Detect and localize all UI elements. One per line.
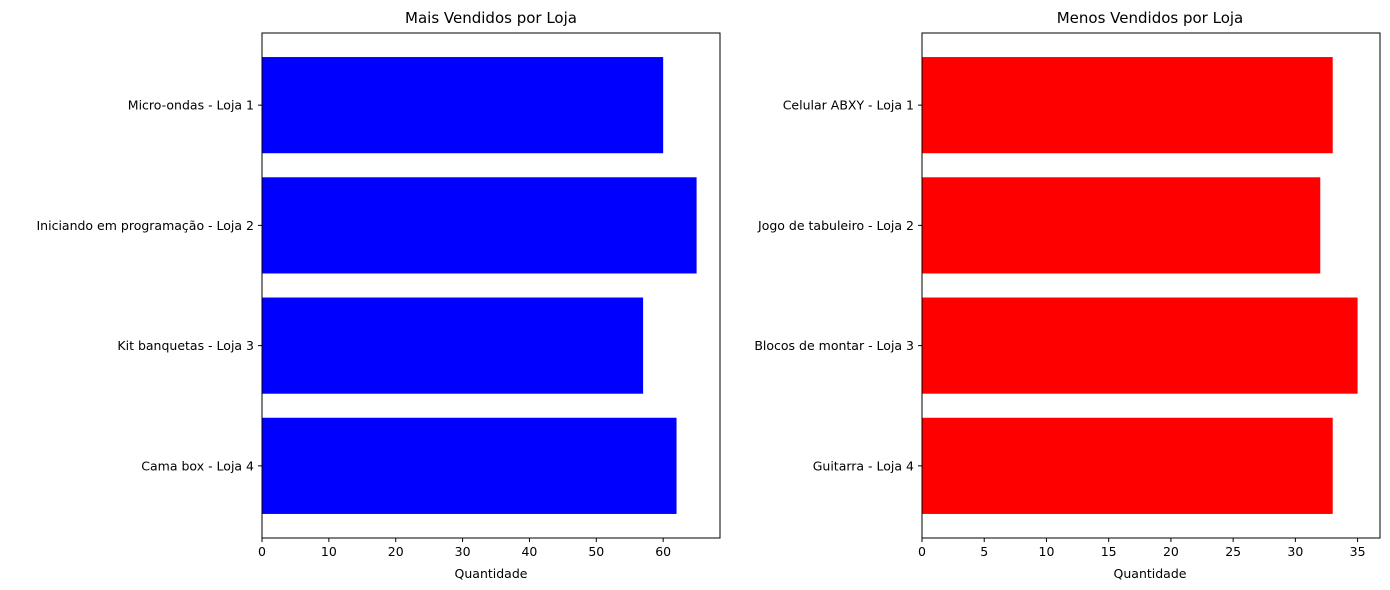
x-tick-label: 40	[521, 544, 537, 559]
x-tick-label: 30	[1287, 544, 1303, 559]
y-tick-label: Jogo de tabuleiro - Loja 2	[757, 218, 914, 233]
chart-top-sellers: Mais Vendidos por Loja Micro-ondas - Loj…	[36, 9, 721, 581]
y-tick-label: Cama box - Loja 4	[141, 458, 254, 473]
y-tick-label: Celular ABXY - Loja 1	[783, 98, 914, 113]
x-tick-label: 30	[455, 544, 471, 559]
y-axis: Celular ABXY - Loja 1 Jogo de tabuleiro -…	[754, 98, 922, 473]
x-axis: 0 10 20 30 40 50 60	[258, 538, 671, 559]
chart-title: Menos Vendidos por Loja	[1057, 9, 1244, 27]
x-tick-label: 20	[388, 544, 404, 559]
bar	[922, 417, 1333, 514]
bar	[922, 297, 1358, 394]
x-tick-label: 0	[918, 544, 926, 559]
bar	[922, 177, 1321, 274]
x-tick-label: 10	[1039, 544, 1055, 559]
bar	[922, 57, 1333, 154]
y-tick-label: Iniciando em programação - Loja 2	[36, 218, 254, 233]
x-tick-label: 10	[321, 544, 337, 559]
x-axis: 0 5 10 15 20 25 30 35	[918, 538, 1366, 559]
y-tick-label: Kit banquetas - Loja 3	[117, 338, 254, 353]
bars	[922, 57, 1358, 514]
x-tick-label: 50	[588, 544, 604, 559]
x-axis-label: Quantidade	[455, 566, 528, 581]
axes-frame	[261, 32, 721, 539]
bar	[262, 417, 677, 514]
y-axis: Micro-ondas - Loja 1 Iniciando em program…	[36, 98, 262, 473]
x-tick-label: 0	[258, 544, 266, 559]
x-tick-label: 60	[655, 544, 671, 559]
x-tick-label: 35	[1350, 544, 1366, 559]
x-axis-label: Quantidade	[1114, 566, 1187, 581]
y-tick-label: Guitarra - Loja 4	[813, 458, 914, 473]
x-tick-label: 5	[980, 544, 988, 559]
axes-frame	[921, 32, 1381, 539]
y-tick-label: Blocos de montar - Loja 3	[754, 338, 914, 353]
chart-title: Mais Vendidos por Loja	[405, 9, 577, 27]
bar	[262, 297, 644, 394]
chart-bottom-sellers: Menos Vendidos por Loja Celular ABXY - L…	[754, 9, 1381, 581]
bars	[262, 57, 697, 514]
bar	[262, 57, 664, 154]
x-tick-label: 25	[1225, 544, 1241, 559]
bar	[262, 177, 697, 274]
x-tick-label: 20	[1163, 544, 1179, 559]
y-tick-label: Micro-ondas - Loja 1	[128, 98, 254, 113]
x-tick-label: 15	[1101, 544, 1117, 559]
